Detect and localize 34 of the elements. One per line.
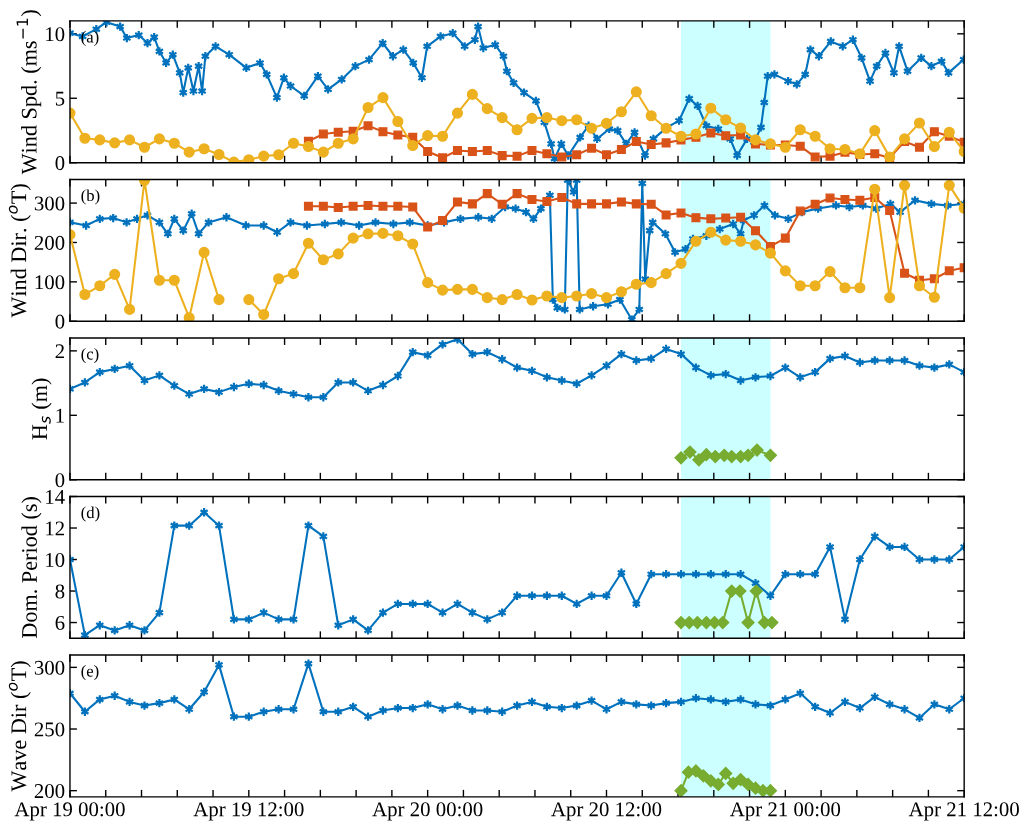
annotation: (c) [81, 347, 99, 364]
y-tick-label: 0 [55, 156, 65, 171]
y-axis-title: H$_{s}$ (m) [31, 378, 52, 440]
y-tick-label: 200 [34, 235, 65, 250]
y-tick-label: 300 [34, 660, 65, 675]
y-tick-label: 300 [34, 196, 65, 211]
y-tick-label: 250 [34, 722, 65, 737]
y-tick-label: 10 [46, 27, 65, 42]
annotation: (a) [81, 30, 99, 46]
x-tick-label: Apr 21 12:00 [908, 802, 1019, 821]
y-axis-title: Wave Dir ($^{o}$T) [8, 661, 31, 792]
y-tick-label: 8 [55, 584, 65, 599]
annotation: (b) [81, 189, 100, 205]
y-tick-label: 200 [34, 784, 65, 799]
y-tick-label: 0 [55, 314, 65, 329]
y-tick-label: 12 [46, 521, 64, 536]
y-tick-label: 14 [46, 489, 65, 504]
y-tick-label: 10 [46, 552, 65, 567]
y-tick-label: 1 [56, 408, 64, 423]
annotation: (e) [81, 664, 99, 681]
x-tick-label: Apr 21 00:00 [729, 802, 841, 821]
y-axis-title: Wind Spd. (ms$^{−1}$) [16, 10, 42, 175]
y-tick-label: 100 [35, 275, 65, 290]
x-tick-label: Apr 19 00:00 [14, 802, 125, 821]
y-axis-title: Dom. Period (s) [21, 497, 42, 639]
y-tick-label: 2 [55, 344, 64, 359]
x-tick-label: Apr 20 00:00 [372, 802, 483, 821]
y-tick-label: 5 [55, 91, 65, 106]
annotation: (d) [81, 506, 100, 522]
x-tick-label: Apr 19 12:00 [193, 802, 304, 821]
x-tick-label: Apr 20 12:00 [551, 802, 662, 821]
y-tick-label: 6 [55, 615, 65, 630]
y-tick-label: 0 [55, 473, 65, 488]
y-axis-title: Wind Dir. ($^{o}$T) [8, 184, 31, 318]
